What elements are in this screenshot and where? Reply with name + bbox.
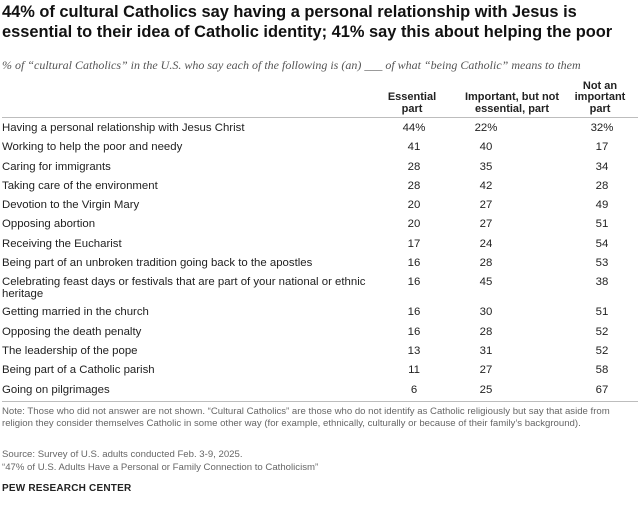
cell-value: 24 (479, 237, 493, 250)
cell-value: 51 (595, 218, 609, 231)
cell-value: 52 (595, 344, 609, 357)
column-header-line: essential, part (475, 102, 549, 115)
row-label: Receiving the Eucharist (2, 237, 122, 250)
column-header-line: part (589, 102, 611, 115)
cell-value: 20 (407, 199, 421, 212)
table-row: Working to help the poor and needy 41 40 17 (2, 137, 638, 156)
column-header-line: important (574, 91, 626, 103)
row-label: Being part of a Catholic parish (2, 364, 155, 377)
data-table: Having a personal relationship with Jesu… (2, 118, 638, 399)
cell-value: 27 (479, 364, 493, 377)
table-row: The leadership of the pope 13 31 52 (2, 341, 638, 360)
table-row: Taking care of the environment 28 42 28 (2, 176, 638, 195)
cell-value: 28 (407, 160, 421, 173)
cell-value: 27 (479, 218, 493, 231)
report-title: “47% of U.S. Adults Have a Personal or F… (2, 462, 319, 473)
row-label: Working to help the poor and needy (2, 141, 183, 154)
row-label: Opposing abortion (2, 218, 96, 231)
cell-value: 22% (474, 122, 498, 134)
row-label: Celebrating feast days or festivals that… (2, 276, 366, 301)
chart-title: 44% of cultural Catholics say having a p… (2, 3, 613, 41)
organization-logo-text: PEW RESEARCH CENTER (2, 483, 132, 494)
column-header-1: Essential part (382, 91, 442, 115)
cell-value: 27 (479, 199, 493, 212)
row-label: Having a personal relationship with Jesu… (2, 122, 245, 134)
cell-value: 28 (407, 179, 421, 192)
cell-value: 17 (595, 141, 609, 154)
cell-value: 11 (408, 364, 420, 377)
column-header-line: Not an (582, 79, 618, 92)
cell-value: 30 (479, 306, 493, 319)
table-row: Opposing the death penalty 16 28 52 (2, 322, 638, 341)
row-label: Going on pilgrimages (2, 383, 110, 396)
table-row: Being part of a Catholic parish 11 27 58 (2, 360, 638, 379)
table-row: Caring for immigrants 28 35 34 (2, 157, 638, 176)
chart-subtitle: % of “cultural Catholics” in the U.S. wh… (2, 58, 581, 72)
cell-value: 38 (595, 276, 609, 289)
cell-value: 52 (595, 325, 609, 338)
cell-value: 16 (407, 306, 421, 319)
cell-value: 67 (595, 383, 609, 396)
row-label: The leadership of the pope (2, 344, 138, 357)
source-text: Source: Survey of U.S. adults conducted … (2, 449, 243, 460)
cell-value: 40 (479, 141, 493, 154)
table-row: Having a personal relationship with Jesu… (2, 118, 638, 137)
cell-value: 42 (479, 179, 493, 192)
table-row: Going on pilgrimages 6 25 67 (2, 380, 638, 399)
table-row: Being part of an unbroken tradition goin… (2, 253, 638, 272)
cell-value: 6 (410, 383, 418, 396)
cell-value: 53 (595, 257, 609, 270)
column-header-line: Essential (387, 91, 437, 103)
table-row: Devotion to the Virgin Mary 20 27 49 (2, 195, 638, 214)
row-label: Caring for immigrants (2, 160, 111, 173)
header-divider (2, 117, 638, 118)
row-label: Being part of an unbroken tradition goin… (2, 257, 313, 270)
cell-value: 16 (407, 257, 421, 270)
cell-value: 28 (479, 257, 493, 270)
cell-value: 32% (590, 122, 614, 134)
cell-value: 45 (479, 276, 493, 289)
cell-value: 35 (479, 160, 493, 173)
cell-value: 51 (595, 306, 609, 319)
column-header-line: part (401, 102, 423, 115)
note-text: Note: Those who did not answer are not s… (2, 406, 610, 430)
column-header-2: Important, but not essential, part (452, 91, 572, 115)
column-header-line: Important, but not (464, 91, 560, 103)
cell-value: 28 (479, 325, 493, 338)
cell-value: 41 (407, 141, 421, 154)
cell-value: 13 (407, 344, 421, 357)
cell-value: 16 (407, 325, 421, 338)
row-label: Devotion to the Virgin Mary (2, 199, 140, 212)
cell-value: 16 (407, 276, 421, 289)
table-row: Getting married in the church 16 30 51 (2, 302, 638, 321)
cell-value: 28 (595, 179, 609, 192)
cell-value: 34 (595, 160, 609, 173)
row-label: Taking care of the environment (2, 179, 158, 192)
table-row: Receiving the Eucharist 17 24 54 (2, 234, 638, 253)
cell-value: 25 (479, 383, 493, 396)
cell-value: 44% (402, 122, 426, 134)
footer-divider (2, 401, 638, 402)
table-row: Opposing abortion 20 27 51 (2, 214, 638, 233)
row-label: Getting married in the church (2, 306, 149, 319)
cell-value: 20 (407, 218, 421, 231)
column-header-3: Not an important part (565, 79, 635, 116)
cell-value: 31 (479, 344, 493, 357)
row-label: Opposing the death penalty (2, 325, 142, 338)
table-row: Celebrating feast days or festivals that… (2, 272, 638, 302)
cell-value: 17 (407, 237, 421, 250)
cell-value: 54 (595, 237, 609, 250)
cell-value: 49 (595, 199, 609, 212)
cell-value: 58 (595, 364, 609, 377)
